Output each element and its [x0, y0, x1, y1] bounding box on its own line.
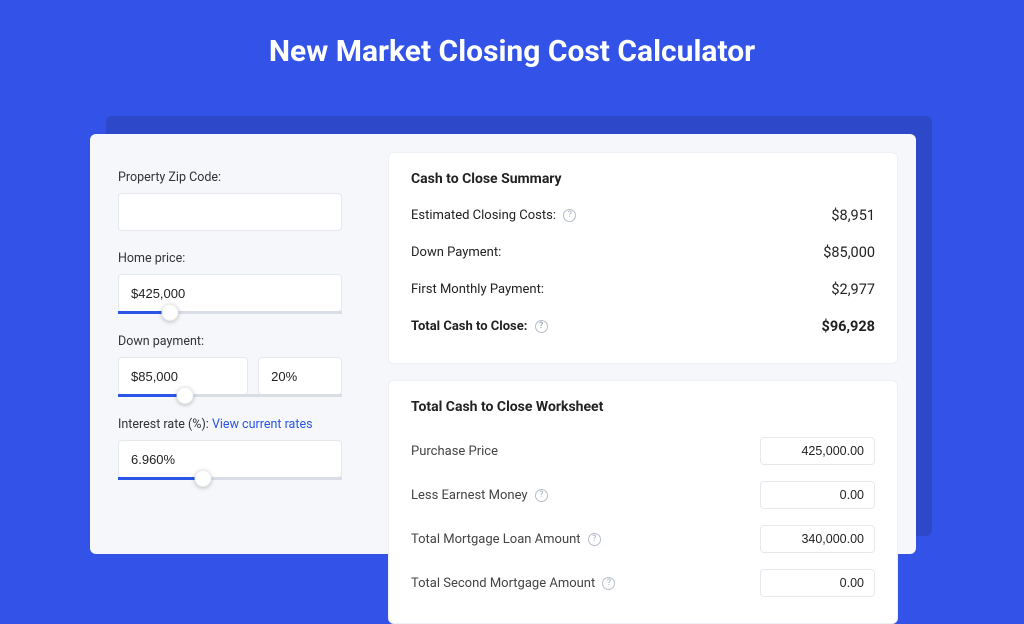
- worksheet-input-loan-amount[interactable]: [760, 525, 875, 553]
- help-icon[interactable]: ?: [588, 533, 601, 546]
- interest-rate-input[interactable]: [118, 440, 342, 478]
- summary-row-first-payment: First Monthly Payment: $2,977: [411, 271, 875, 308]
- summary-row-down-payment: Down Payment: $85,000: [411, 234, 875, 271]
- down-payment-field: Down payment:: [118, 334, 342, 397]
- summary-total-label-text: Total Cash to Close:: [411, 319, 527, 334]
- down-payment-label: Down payment:: [118, 334, 342, 349]
- worksheet-label-text: Total Second Mortgage Amount: [411, 576, 595, 591]
- summary-total-label: Total Cash to Close: ?: [411, 319, 548, 334]
- worksheet-label-text: Total Mortgage Loan Amount: [411, 532, 581, 547]
- page-title: New Market Closing Cost Calculator: [0, 0, 1024, 87]
- worksheet-row-second-mortgage: Total Second Mortgage Amount ?: [411, 561, 875, 605]
- down-payment-slider[interactable]: [118, 394, 342, 397]
- help-icon[interactable]: ?: [563, 209, 576, 222]
- view-rates-link[interactable]: View current rates: [212, 417, 313, 432]
- worksheet-label-text: Less Earnest Money: [411, 488, 528, 503]
- worksheet-panel: Total Cash to Close Worksheet Purchase P…: [388, 380, 898, 624]
- worksheet-label: Less Earnest Money ?: [411, 488, 548, 503]
- summary-label: Estimated Closing Costs: ?: [411, 208, 576, 223]
- results-column: Cash to Close Summary Estimated Closing …: [370, 134, 916, 554]
- interest-rate-field: Interest rate (%): View current rates: [118, 417, 342, 480]
- calculator-card: Property Zip Code: Home price: Down paym…: [90, 134, 916, 554]
- summary-label-text: Estimated Closing Costs:: [411, 208, 556, 223]
- summary-row-total: Total Cash to Close: ? $96,928: [411, 308, 875, 345]
- worksheet-title: Total Cash to Close Worksheet: [411, 399, 875, 415]
- summary-label: Down Payment:: [411, 245, 501, 260]
- worksheet-label: Total Second Mortgage Amount ?: [411, 576, 615, 591]
- worksheet-input-second-mortgage[interactable]: [760, 569, 875, 597]
- help-icon[interactable]: ?: [535, 320, 548, 333]
- interest-rate-slider[interactable]: [118, 477, 342, 480]
- interest-rate-label-text: Interest rate (%):: [118, 417, 212, 432]
- zip-input[interactable]: [118, 193, 342, 231]
- worksheet-row-purchase-price: Purchase Price: [411, 429, 875, 473]
- interest-rate-label: Interest rate (%): View current rates: [118, 417, 342, 432]
- worksheet-label: Purchase Price: [411, 444, 498, 459]
- worksheet-row-loan-amount: Total Mortgage Loan Amount ?: [411, 517, 875, 561]
- summary-total-value: $96,928: [822, 318, 875, 335]
- summary-title: Cash to Close Summary: [411, 171, 875, 187]
- zip-label: Property Zip Code:: [118, 170, 342, 185]
- worksheet-input-earnest-money[interactable]: [760, 481, 875, 509]
- summary-value: $2,977: [831, 281, 875, 298]
- summary-panel: Cash to Close Summary Estimated Closing …: [388, 152, 898, 364]
- help-icon[interactable]: ?: [602, 577, 615, 590]
- worksheet-label: Total Mortgage Loan Amount ?: [411, 532, 601, 547]
- summary-value: $85,000: [823, 244, 875, 261]
- home-price-label: Home price:: [118, 251, 342, 266]
- summary-value: $8,951: [831, 207, 875, 224]
- worksheet-row-earnest-money: Less Earnest Money ?: [411, 473, 875, 517]
- inputs-panel: Property Zip Code: Home price: Down paym…: [90, 134, 370, 554]
- summary-label: First Monthly Payment:: [411, 282, 544, 297]
- home-price-slider[interactable]: [118, 311, 342, 314]
- home-price-field: Home price:: [118, 251, 342, 314]
- home-price-input[interactable]: [118, 274, 342, 312]
- zip-field: Property Zip Code:: [118, 170, 342, 231]
- help-icon[interactable]: ?: [535, 489, 548, 502]
- summary-row-closing-costs: Estimated Closing Costs: ? $8,951: [411, 197, 875, 234]
- down-payment-pct-input[interactable]: [258, 357, 342, 395]
- worksheet-input-purchase-price[interactable]: [760, 437, 875, 465]
